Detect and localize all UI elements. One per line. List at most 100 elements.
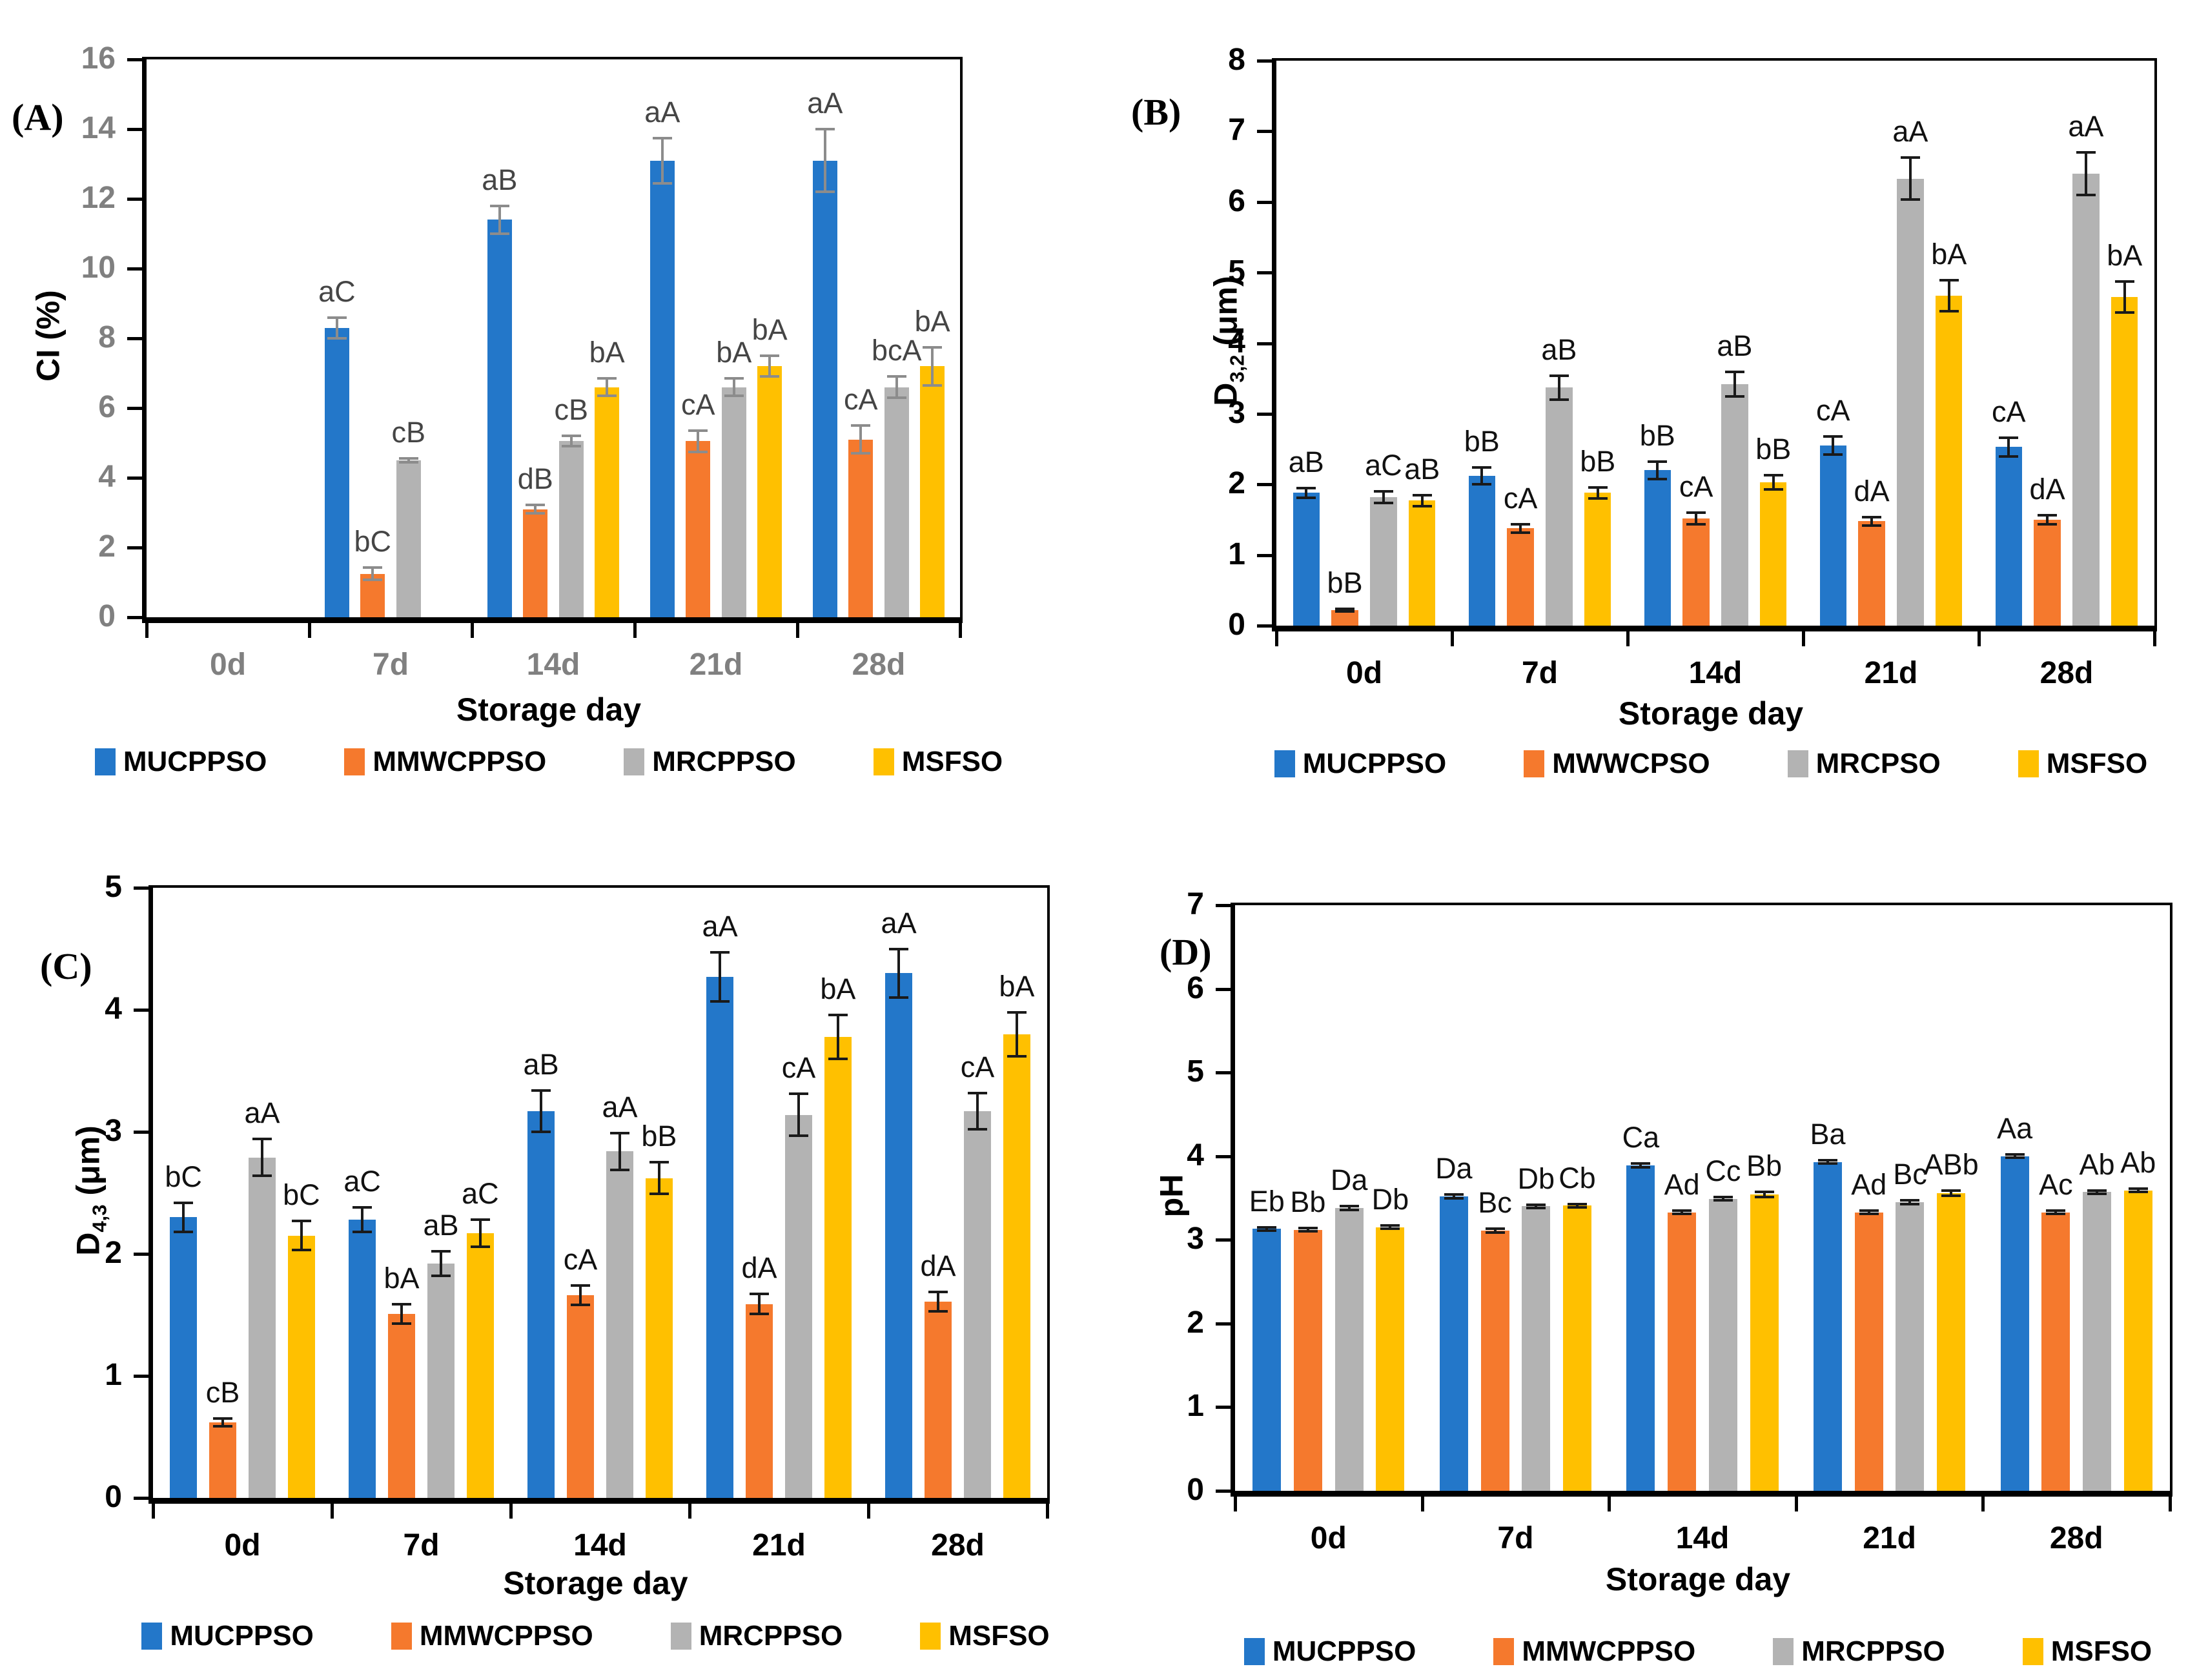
x-category-label: 0d (209, 648, 247, 682)
legend-label: MWWCPSO (1552, 748, 1710, 779)
significance-label: bC (165, 1160, 202, 1193)
significance-label: aA (2068, 110, 2104, 143)
bar-MRCPPSO-0d (1334, 1208, 1364, 1491)
y-tick-mark (127, 476, 143, 480)
error-bar (1306, 1228, 1309, 1232)
legend-swatch-icon (2022, 1638, 2043, 1665)
error-bar-cap-top (1900, 156, 1920, 159)
error-bar (1721, 1197, 1724, 1201)
error-bar (540, 1090, 543, 1132)
y-axis-title-text: pH (1153, 1174, 1190, 1217)
error-bar-cap-top (649, 1161, 669, 1164)
error-bar (221, 1419, 225, 1426)
error-bar-cap-top (886, 375, 906, 378)
bar-MUCPPSO-28d (1995, 447, 2022, 626)
error-bar-cap-bottom (1900, 1202, 1920, 1205)
error-bar-cap-bottom (1526, 1207, 1546, 1210)
error-bar (606, 378, 609, 396)
error-bar-cap-top (174, 1201, 194, 1204)
error-bar (2096, 1190, 2099, 1194)
error-bar-cap-bottom (2076, 193, 2096, 196)
x-tick-mark (1626, 631, 1630, 646)
significance-label: Bb (1290, 1185, 1326, 1219)
legend-label: MRCPPSO (699, 1620, 843, 1652)
y-tick-label: 8 (98, 320, 116, 354)
significance-label: aC (462, 1177, 499, 1211)
y-tick-label: 7 (1187, 887, 1204, 921)
error-bar-cap-top (1648, 460, 1668, 464)
error-bar-cap-top (398, 457, 418, 460)
x-axis-title: Storage day (1618, 695, 1804, 732)
x-axis-title: Storage day (503, 1565, 688, 1601)
x-category-label: 28d (2039, 656, 2094, 690)
error-bar-cap-bottom (1823, 453, 1843, 456)
y-tick-mark (1257, 59, 1273, 63)
significance-label: Db (1371, 1183, 1409, 1216)
bar-MRCPPSO-7d (1522, 1206, 1551, 1491)
bar-MMWCPPSO-28d (848, 439, 874, 617)
significance-label: aC (1365, 449, 1402, 482)
significance-label: dA (1854, 474, 1890, 507)
x-category-label: 0d (224, 1528, 261, 1562)
y-tick-mark (127, 267, 143, 271)
error-bar-cap-top (967, 1091, 987, 1094)
error-bar-cap-bottom (2005, 1156, 2025, 1160)
error-bar (260, 1139, 263, 1176)
bar-MUCPPSO-14d (1644, 470, 1671, 626)
error-bar (1519, 524, 1522, 533)
error-bar-cap-bottom (1859, 1213, 1879, 1216)
bar-MUCPPSO-28d (885, 973, 913, 1498)
error-bar-cap-bottom (597, 394, 617, 398)
bar-MUCPPSO-14d (487, 220, 512, 617)
error-bar (335, 317, 338, 338)
y-tick-mark (1216, 1071, 1231, 1075)
significance-label: cA (1991, 395, 2026, 429)
significance-label: Bc (1893, 1158, 1927, 1191)
y-tick-mark (1216, 1154, 1231, 1158)
y-tick-label: 0 (1187, 1473, 1204, 1507)
error-bar-cap-top (561, 435, 581, 438)
significance-label: cA (563, 1243, 598, 1276)
error-bar (836, 1014, 839, 1059)
error-bar-cap-bottom (1588, 497, 1608, 500)
significance-label: aB (1541, 333, 1577, 366)
error-bar-cap-bottom (1298, 1230, 1318, 1233)
significance-label: cA (1679, 470, 1713, 503)
error-bar (859, 425, 863, 454)
x-category-label: 28d (2049, 1521, 2103, 1555)
y-tick-mark (127, 546, 143, 549)
bar-MUCPPSO-14d (1626, 1165, 1655, 1491)
error-bar-cap-top (1296, 486, 1316, 489)
significance-label: aB (423, 1209, 459, 1242)
significance-label: Cb (1559, 1161, 1596, 1194)
significance-label: Cc (1705, 1154, 1741, 1188)
x-tick-mark (145, 622, 148, 638)
error-bar (1950, 1190, 1953, 1196)
error-bar-cap-bottom (327, 337, 347, 340)
significance-label: Ac (2039, 1167, 2073, 1201)
error-bar (1557, 375, 1560, 400)
error-bar (1452, 1194, 1455, 1198)
error-bar-cap-top (1549, 374, 1569, 377)
significance-label: Ad (1664, 1167, 1700, 1201)
error-bar-cap-top (710, 951, 730, 954)
bar-MUCPPSO-7d (349, 1220, 376, 1498)
y-tick-mark (134, 1009, 149, 1012)
y-tick-label: 3 (1187, 1222, 1204, 1256)
x-category-label: 21d (752, 1528, 806, 1562)
bar-MRCPSO-28d (2072, 174, 2100, 626)
bar-MSFSO-14d (595, 387, 620, 617)
error-bar-cap-bottom (1511, 531, 1531, 534)
significance-label: bB (1327, 566, 1363, 599)
bar-MSFSO-28d (920, 366, 945, 617)
error-bar (2084, 152, 2087, 195)
legend-item-MSFSO: MSFSO (920, 1620, 1050, 1652)
error-bar (1535, 1204, 1538, 1209)
error-bar-cap-bottom (2087, 1193, 2107, 1196)
bar-MRCPSO-21d (1897, 178, 1924, 626)
significance-label: bC (283, 1178, 320, 1211)
error-bar-cap-bottom (431, 1275, 451, 1278)
error-bar-cap-bottom (1380, 1227, 1400, 1231)
panel-b-letter: (B) (1131, 91, 1181, 133)
